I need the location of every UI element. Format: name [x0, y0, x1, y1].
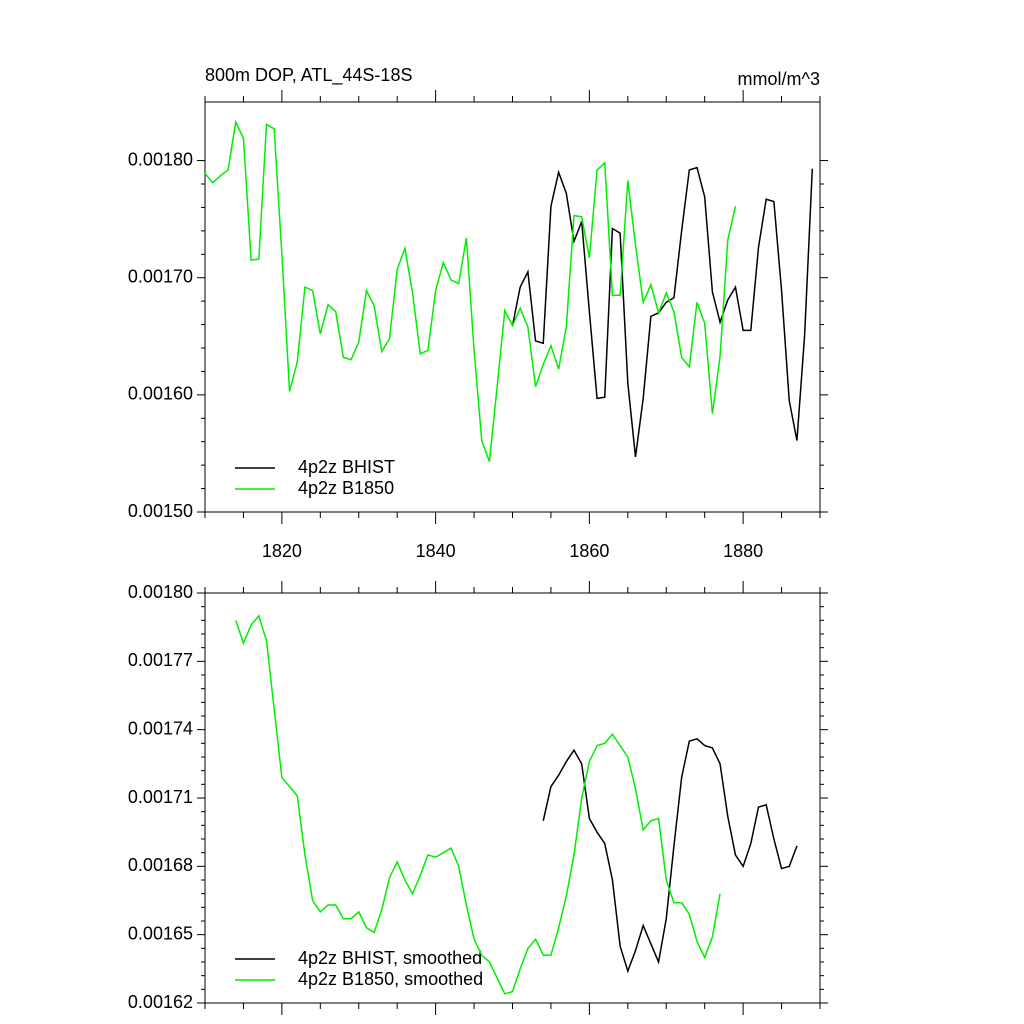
y-tick-label: 0.00177: [128, 650, 193, 670]
y-tick-label: 0.00162: [128, 992, 193, 1012]
data-line: [235, 614, 721, 995]
units-label: mmol/m^3: [738, 69, 820, 89]
y-tick-label: 0.00165: [128, 923, 193, 943]
data-line: [511, 166, 814, 458]
y-tick-label: 0.00180: [128, 149, 193, 169]
legend-label: 4p2z B1850: [298, 478, 394, 498]
y-tick-label: 0.00150: [128, 501, 193, 521]
y-tick-label: 0.00174: [128, 718, 193, 738]
y-tick-label: 0.00170: [128, 266, 193, 286]
data-line: [204, 119, 737, 462]
x-tick-label: 1820: [262, 541, 302, 561]
y-tick-label: 0.00160: [128, 384, 193, 404]
x-tick-label: 1860: [569, 541, 609, 561]
y-tick-label: 0.00168: [128, 855, 193, 875]
chart-title: 800m DOP, ATL_44S-18S: [205, 65, 412, 86]
legend-label: 4p2z BHIST, smoothed: [298, 948, 482, 968]
x-tick-label: 1880: [723, 541, 763, 561]
y-tick-label: 0.00180: [128, 582, 193, 602]
legend-label: 4p2z BHIST: [298, 457, 395, 477]
x-tick-label: 1840: [416, 541, 456, 561]
legend-label: 4p2z B1850, smoothed: [298, 969, 483, 989]
y-tick-label: 0.00171: [128, 787, 193, 807]
data-line: [542, 737, 798, 974]
